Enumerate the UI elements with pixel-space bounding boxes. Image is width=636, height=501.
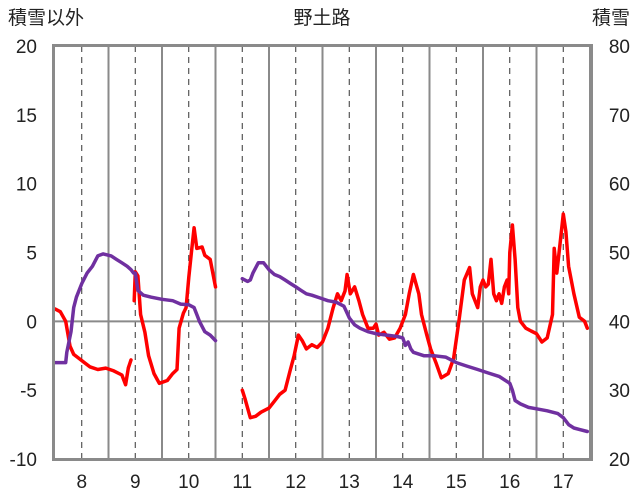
right-tick-label: 80 — [609, 37, 630, 58]
right-tick-label: 50 — [609, 244, 630, 265]
left-ticks: -10 -5 0 5 10 15 20 — [10, 37, 37, 471]
right-tick-label: 30 — [609, 381, 630, 402]
series-line-red — [53, 307, 133, 387]
x-tick-label: 8 — [76, 472, 87, 493]
series-line-purple — [240, 261, 590, 434]
right-ticks: 20 30 40 50 60 70 80 — [609, 37, 630, 471]
x-ticks: 8 9 10 11 12 13 14 15 16 17 — [76, 472, 573, 493]
left-tick-label: 15 — [16, 106, 37, 127]
series-line-purple — [53, 252, 218, 365]
right-tick-label: 20 — [609, 450, 630, 471]
x-tick-label: 10 — [178, 472, 199, 493]
x-tick-label: 13 — [339, 472, 360, 493]
x-tick-label: 16 — [499, 472, 520, 493]
left-tick-label: 20 — [16, 37, 37, 58]
left-tick-label: 5 — [26, 244, 37, 265]
chart-title: 野土路 — [293, 7, 350, 29]
right-tick-label: 40 — [609, 312, 630, 333]
series-line-red — [240, 212, 590, 420]
left-tick-label: -10 — [10, 450, 37, 471]
series-layer — [53, 212, 590, 434]
x-tick-label: 15 — [446, 472, 467, 493]
right-tick-label: 70 — [609, 106, 630, 127]
right-tick-label: 60 — [609, 175, 630, 196]
x-tick-label: 9 — [130, 472, 141, 493]
left-axis-label: 積雪以外 — [8, 7, 84, 29]
x-tick-label: 12 — [285, 472, 306, 493]
left-tick-label: -5 — [20, 381, 37, 402]
series-line-red — [132, 225, 218, 386]
x-tick-label: 11 — [232, 472, 252, 493]
plot-frame — [52, 44, 593, 461]
right-axis-label: 積雪 — [592, 7, 630, 29]
left-tick-label: 0 — [26, 312, 37, 333]
x-tick-label: 17 — [553, 472, 574, 493]
x-tick-label: 14 — [392, 472, 414, 493]
left-tick-label: 10 — [16, 175, 37, 196]
